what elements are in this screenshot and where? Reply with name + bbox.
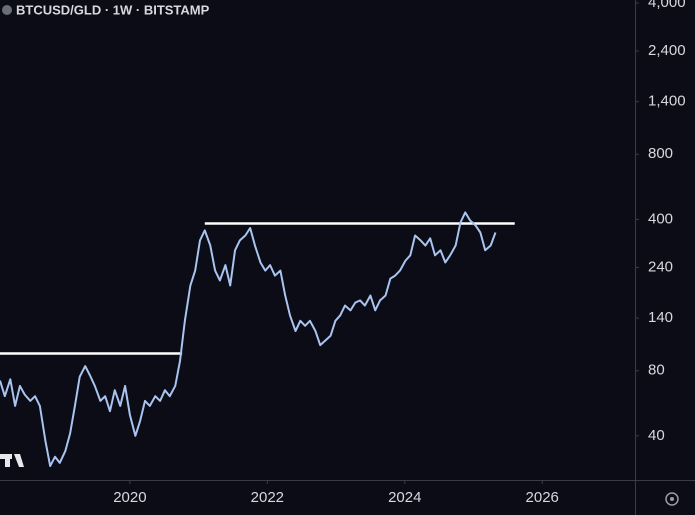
x-tick-label: 2022 [251, 489, 284, 506]
chart-title: BTCUSD/GLD · 1W · BITSTAMP [16, 2, 210, 17]
y-tick-label: 240 [648, 258, 673, 275]
symbol-icon [2, 5, 12, 15]
price-line [0, 211, 497, 468]
x-tick-label: 2020 [113, 489, 146, 506]
y-tick-label: 400 [648, 210, 673, 227]
y-tick-label: 2,400 [648, 42, 686, 59]
y-tick-label: 1,400 [648, 93, 686, 110]
settings-dot [670, 497, 674, 501]
y-tick-label: 80 [648, 362, 665, 379]
x-tick-label: 2024 [388, 489, 421, 506]
settings-button[interactable] [665, 492, 679, 506]
y-tick-label: 140 [648, 309, 673, 326]
y-tick-label: 800 [648, 145, 673, 162]
x-tick-label: 2026 [526, 489, 559, 506]
y-tick-label: 4,000 [648, 0, 686, 11]
y-tick-label: 40 [648, 427, 665, 444]
tv-logo [0, 454, 24, 467]
